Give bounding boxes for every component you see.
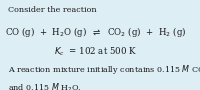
Text: $K_c$  = 102 at 500 K: $K_c$ = 102 at 500 K <box>54 45 138 58</box>
Text: A reaction mixture initially contains 0.115 $M$ CO: A reaction mixture initially contains 0.… <box>8 63 200 76</box>
Text: Consider the reaction: Consider the reaction <box>8 6 97 14</box>
Text: and 0.115 $M$ H$_2$O.: and 0.115 $M$ H$_2$O. <box>8 81 82 90</box>
Text: CO (g)  +  H$_2$O (g)  $\rightleftharpoons$  CO$_2$ (g)  +  H$_2$ (g): CO (g) + H$_2$O (g) $\rightleftharpoons$… <box>5 25 187 39</box>
